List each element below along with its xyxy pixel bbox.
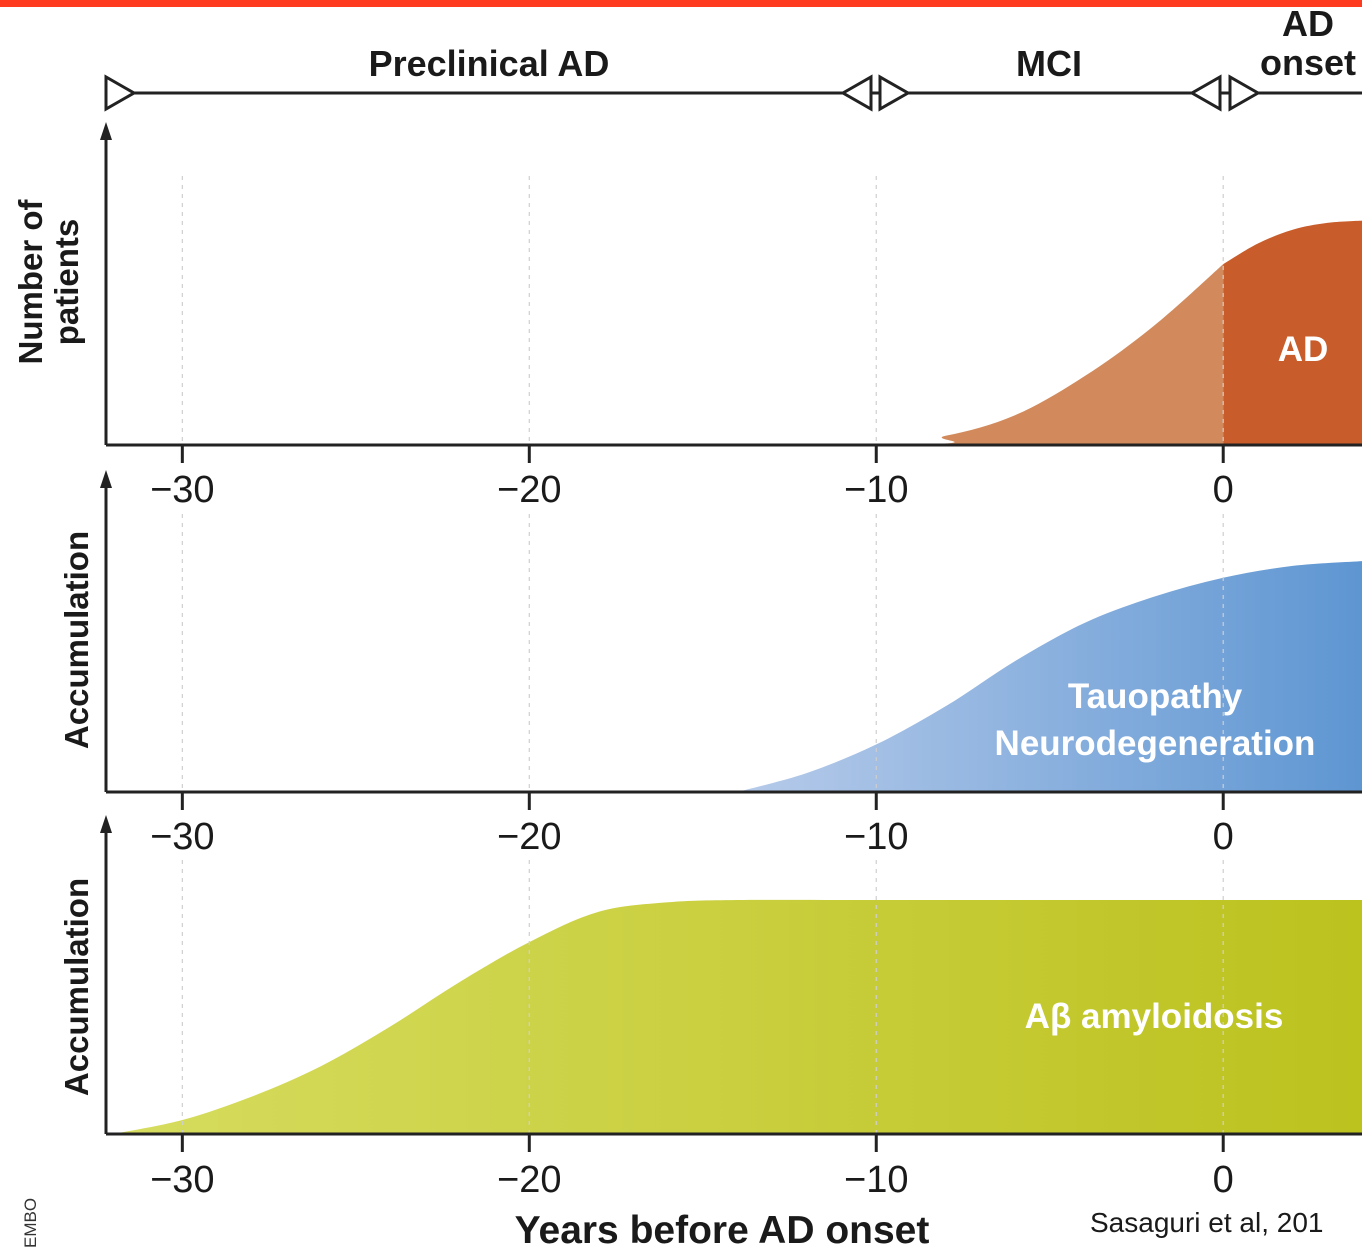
area-ad-patients [1223,220,1362,445]
x-tick-label-1-2: −10 [844,816,908,858]
y-axis-title-2: Accumulation [58,878,95,1096]
y-axis-arrow-2 [100,815,112,833]
timeline-mci-end-marker [1188,74,1222,112]
y-axis-title-0: Number ofpatients [12,198,85,364]
timeline-onset-marker [1228,74,1262,112]
x-tick-label-2-1: −20 [497,1159,561,1201]
x-tick-label-0-3: 0 [1213,469,1234,511]
panel-number-of-patients: −30 −20 −10 0 Number ofpatients AD [12,122,1362,511]
region-label-tau-line-0: Tauopathy [1068,677,1243,716]
stage-label-ad-onset-line1: AD [1282,3,1334,44]
stage-label-mci: MCI [1016,43,1082,84]
x-tick-label-1-3: 0 [1213,816,1234,858]
timeline-mci-start-marker [878,74,912,112]
x-tick-label-1-1: −20 [497,816,561,858]
region-label-tau-line-1: Neurodegeneration [995,724,1316,763]
stage-label-ad-onset-line2: onset [1260,42,1356,83]
x-tick-label-0-0: −30 [150,469,214,511]
area-mci-patients [112,264,1224,446]
panel-amyloidosis: −30 −20 −10 0 Accumulation Aβ amyloidosis [58,815,1362,1201]
x-axis-title: Years before AD onset [515,1209,930,1248]
x-tick-label-0-2: −10 [844,469,908,511]
y-axis-arrow-0 [100,122,112,140]
region-label-amyloidosis: Aβ amyloidosis [1025,997,1284,1036]
credit-text: Sasaguri et al, 201 [1090,1207,1324,1238]
y-axis-arrow-1 [100,470,112,488]
x-tick-label-2-0: −30 [150,1159,214,1201]
top-red-rule [0,0,1362,7]
y-axis-title-1: Accumulation [58,531,95,749]
y-axis-title-line-1-0: Accumulation [58,531,95,749]
x-tick-label-1-0: −30 [150,816,214,858]
timeline-preclinical-end-marker [839,74,873,112]
panel-tauopathy: −30 −20 −10 0 Accumulation Tauopathy Neurodege… [58,470,1362,858]
stage-timeline: Preclinical AD MCI AD onset [104,3,1362,112]
x-tick-label-2-3: 0 [1213,1159,1234,1201]
embo-note: EMBO [21,1198,40,1248]
y-axis-title-line-0-0: Number of [12,198,49,364]
x-tick-label-2-2: −10 [844,1159,908,1201]
y-axis-title-line-2-0: Accumulation [58,878,95,1096]
y-axis-title-line-0-1: patients [48,219,85,346]
region-label-ad: AD [1278,330,1329,369]
x-tick-label-0-1: −20 [497,469,561,511]
stage-label-preclinical: Preclinical AD [369,43,610,84]
area-amyloidosis [112,899,1362,1134]
area-tauopathy [737,561,1362,792]
timeline-start-marker [104,74,138,112]
